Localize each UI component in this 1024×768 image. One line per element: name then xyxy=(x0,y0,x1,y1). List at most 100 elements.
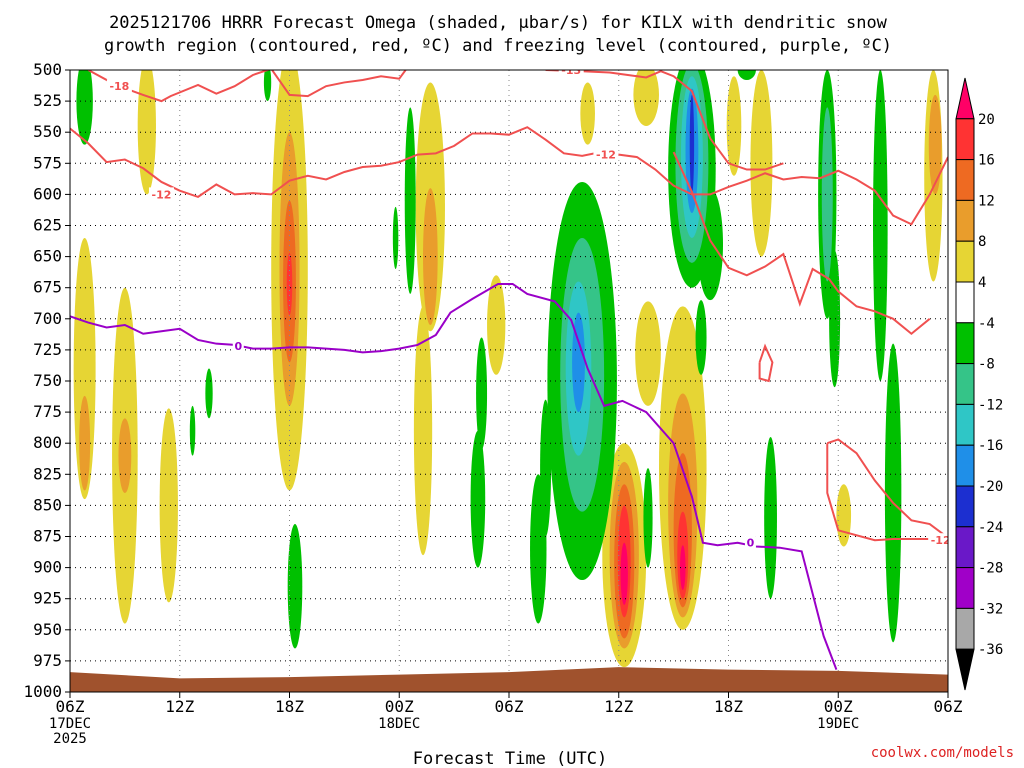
dgz-isotherm-3 xyxy=(672,151,931,336)
colorbar-label-0: 20 xyxy=(978,112,995,128)
omega-region-pos8-6 xyxy=(928,94,942,195)
omega-region-pos4-7 xyxy=(487,275,506,375)
y-tick-label-725: 725 xyxy=(33,340,62,359)
y-tick-label-525: 525 xyxy=(33,91,62,110)
dgz-label-minus13: -13 xyxy=(558,64,584,77)
x-tick-label-0: 06Z xyxy=(56,697,85,716)
colorbar-label-10: -24 xyxy=(978,520,1003,536)
freezing-label-b: 0 xyxy=(744,535,756,550)
omega-region-pos8-0 xyxy=(79,395,91,491)
colorbar-label-12: -32 xyxy=(978,601,1003,617)
x-axis-label: Forecast Time (UTC) xyxy=(413,749,607,768)
y-tick-label-900: 900 xyxy=(33,558,62,577)
x-tick-label-1: 12Z xyxy=(165,697,194,716)
colorbar-cap-top xyxy=(955,77,975,120)
colorbar-label-8: -16 xyxy=(978,438,1003,454)
omega-region-pos4-6 xyxy=(137,70,156,195)
y-tick-label-675: 675 xyxy=(33,278,62,297)
omega-region-neg4-12 xyxy=(643,468,653,568)
omega-region-neg4-20 xyxy=(737,70,756,80)
svg-text:0: 0 xyxy=(234,340,242,353)
y-tick-label-1000: 1000 xyxy=(23,682,62,701)
y-tick-label-600: 600 xyxy=(33,184,62,203)
omega-region-neg4-18 xyxy=(884,343,902,643)
x-date-label-0: 17DEC xyxy=(49,716,91,732)
omega-region-pos8-1 xyxy=(118,418,132,493)
omega-region-neg4-0 xyxy=(76,70,93,145)
y-tick-label-550: 550 xyxy=(33,122,62,141)
svg-text:-12: -12 xyxy=(596,149,616,162)
x-tick-label-4: 06Z xyxy=(495,697,524,716)
colorbar-swatch-4 xyxy=(955,240,975,283)
svg-text:-13: -13 xyxy=(561,64,581,77)
omega-region-neg4-8 xyxy=(476,337,488,450)
freezing-level-line xyxy=(70,282,838,670)
colorbar-label-1: 16 xyxy=(978,153,995,169)
colorbar-label-7: -12 xyxy=(978,397,1003,413)
omega-region-neg4-6 xyxy=(392,206,399,270)
omega-region-neg4-15 xyxy=(764,436,777,599)
y-tick-label-950: 950 xyxy=(33,620,62,639)
y-tick-label-775: 775 xyxy=(33,402,62,421)
y-tick-label-850: 850 xyxy=(33,495,62,514)
credit-text: coolwx.com/models xyxy=(871,745,1014,761)
dgz-isotherm-4 xyxy=(826,438,948,542)
x-tick-label-6: 18Z xyxy=(714,697,743,716)
title-line-1: 2025121706 HRRR Forecast Omega (shaded, … xyxy=(109,13,888,33)
y-tick-label-500: 500 xyxy=(33,60,62,79)
x-tick-label-8: 06Z xyxy=(934,697,963,716)
x-date-label-7: 19DEC xyxy=(817,716,859,732)
omega-region-neg4-19 xyxy=(829,250,841,388)
svg-text:0: 0 xyxy=(747,537,755,550)
plot-area: -18 -12 -12 -13 -12 0 0 xyxy=(70,64,948,692)
omega-region-neg4-3 xyxy=(205,368,213,419)
omega-region-pos20-1 xyxy=(680,545,686,590)
colorbar-swatch-13 xyxy=(955,607,975,650)
omega-region-pos4-12 xyxy=(635,301,661,406)
y-tick-label-800: 800 xyxy=(33,433,62,452)
omega-region-neg4-2 xyxy=(287,524,303,649)
colorbar-swatch-3 xyxy=(955,199,975,242)
omega-region-neg4-1 xyxy=(263,70,272,102)
colorbar-label-5: -4 xyxy=(978,316,995,332)
omega-region-neg4-21 xyxy=(695,300,707,375)
y-tick-label-700: 700 xyxy=(33,309,62,328)
colorbar-label-13: -36 xyxy=(978,642,1003,658)
y-tick-label-875: 875 xyxy=(33,527,62,546)
dgz-label-minus12-b: -12 xyxy=(593,147,619,162)
x-tick-label-5: 12Z xyxy=(604,697,633,716)
y-tick-label-925: 925 xyxy=(33,589,62,608)
dgz-label-minus18: -18 xyxy=(106,79,132,94)
omega-region-pos4-5 xyxy=(413,306,433,556)
colorbar-swatch-11 xyxy=(955,526,975,569)
colorbar-label-6: -8 xyxy=(978,357,995,373)
colorbar-label-3: 8 xyxy=(978,234,986,250)
omega-region-pos20-0 xyxy=(620,542,628,605)
omega-region-neg4-4 xyxy=(189,405,196,456)
omega-region-neg4-11 xyxy=(530,474,547,624)
colorbar-cap-bottom xyxy=(955,648,975,691)
omega-region-pos4-2 xyxy=(159,408,178,603)
colorbar-swatch-12 xyxy=(955,567,975,609)
omega-region-neg4-7 xyxy=(470,430,486,568)
colorbar-swatch-7 xyxy=(955,363,975,405)
y-tick-label-750: 750 xyxy=(33,371,62,390)
colorbar-label-9: -20 xyxy=(978,479,1003,495)
x-year-label-0: 2025 xyxy=(53,731,87,747)
y-tick-label-825: 825 xyxy=(33,464,62,483)
x-tick-label-7: 00Z xyxy=(824,697,853,716)
colorbar-swatch-10 xyxy=(955,485,975,528)
omega-region-pos4-0 xyxy=(73,237,96,500)
freezing-label-a: 0 xyxy=(232,339,244,354)
dgz-isotherm-2 xyxy=(545,70,784,171)
y-tick-label-650: 650 xyxy=(33,247,62,266)
colorbar-label-11: -28 xyxy=(978,561,1003,577)
title-line-2: growth region (contoured, red, ºC) and f… xyxy=(104,36,892,56)
omega-region-neg4-5 xyxy=(404,107,416,294)
colorbar-swatch-8 xyxy=(955,403,975,446)
y-tick-label-975: 975 xyxy=(33,651,62,670)
colorbar-swatch-6 xyxy=(955,322,975,365)
omega-region-pos4-14 xyxy=(750,70,773,257)
colorbar-swatch-1 xyxy=(955,118,975,161)
